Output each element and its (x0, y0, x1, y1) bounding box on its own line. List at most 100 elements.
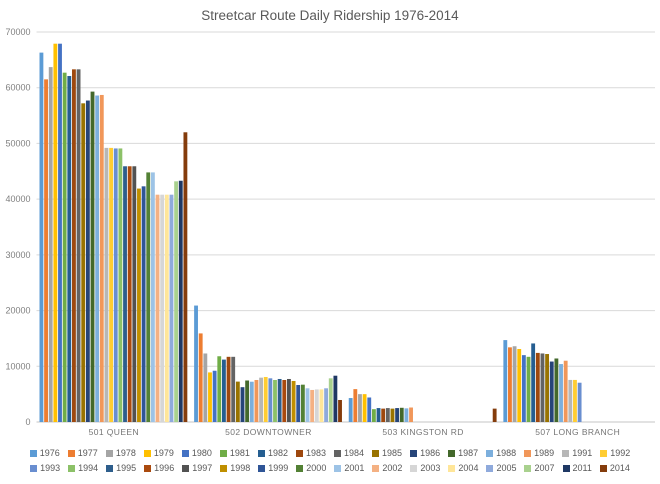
bar-503-kingston-rd-1986 (395, 408, 400, 422)
legend-item-1987: 1987 (448, 448, 478, 458)
legend-label: 1982 (267, 448, 288, 458)
legend-swatch-icon (410, 464, 418, 472)
legend-swatch-icon (296, 464, 304, 472)
bar-502-downtowner-1982 (221, 359, 226, 422)
bar-507-long-branch-1989 (563, 360, 568, 422)
bar-502-downtowner-1981 (217, 356, 222, 422)
legend-label: 1981 (229, 448, 250, 458)
legend-label: 1986 (420, 448, 441, 458)
bar-502-downtowner-2007 (328, 378, 333, 422)
legend-label: 2000 (306, 463, 327, 473)
legend-label: 1991 (572, 448, 593, 458)
legend-label: 2005 (496, 463, 517, 473)
bar-502-downtowner-1984 (231, 356, 236, 422)
category-label: 503 KINGSTON RD (382, 427, 463, 437)
bar-501-queen-1993 (113, 148, 118, 422)
bar-502-downtowner-2001 (305, 388, 310, 422)
bar-502-downtowner-2014 (338, 399, 342, 422)
bar-503-kingston-rd-1984 (385, 408, 390, 422)
y-tick-label: 50000 (5, 138, 30, 148)
legend-label: 1980 (191, 448, 212, 458)
bar-502-downtowner-1986 (240, 387, 245, 422)
legend-item-2002: 2002 (372, 463, 402, 473)
legend-swatch-icon (334, 464, 342, 472)
bar-502-downtowner-1995 (277, 378, 282, 422)
legend-item-1994: 1994 (68, 463, 98, 473)
bar-503-kingston-rd-1981 (371, 409, 376, 422)
legend-label: 1983 (305, 448, 326, 458)
bar-503-kingston-rd-1989 (409, 407, 413, 422)
bar-507-long-branch-1980 (521, 355, 526, 422)
bar-502-downtowner-1988 (249, 381, 254, 422)
legend-item-1984: 1984 (334, 448, 364, 458)
legend-swatch-icon (524, 464, 532, 472)
legend-label: 1977 (77, 448, 98, 458)
bar-503-kingston-rd-1983 (381, 408, 386, 422)
legend-label: 1979 (153, 448, 174, 458)
bar-503-kingston-rd-1988 (404, 408, 409, 422)
bar-501-queen-1979 (53, 43, 58, 422)
legend-label: 1989 (534, 448, 555, 458)
bar-503-kingston-rd-2014 (492, 408, 497, 422)
legend-item-1981: 1981 (219, 448, 250, 458)
bar-503-kingston-rd-1977 (353, 389, 358, 422)
legend-item-1992: 1992 (600, 448, 630, 458)
legend-item-1995: 1995 (106, 463, 136, 473)
bar-501-queen-1986 (85, 100, 90, 423)
bar-507-long-branch-1988 (559, 364, 563, 422)
bar-501-queen-2007 (174, 181, 179, 422)
legend-label: 1994 (78, 463, 99, 473)
bar-503-kingston-rd-1987 (399, 407, 404, 422)
legend-swatch-icon (562, 464, 570, 472)
legend-swatch-icon (562, 449, 570, 457)
legend-label: 1978 (115, 448, 136, 458)
legend-swatch-icon (372, 464, 380, 472)
bar-507-long-branch-1987 (554, 358, 559, 422)
bar-503-kingston-rd-1976 (348, 398, 353, 422)
legend-swatch-icon (486, 464, 494, 472)
bar-501-queen-2002 (155, 194, 160, 422)
bar-501-queen-1982 (67, 76, 72, 422)
legend-swatch-icon (182, 464, 190, 472)
legend-label: 1988 (496, 448, 517, 458)
legend-swatch-icon (106, 464, 114, 472)
bar-502-downtowner-2000 (300, 384, 305, 422)
y-tick-label: 70000 (5, 27, 30, 37)
legend-swatch-icon (257, 449, 265, 457)
legend-item-1989: 1989 (524, 448, 554, 458)
bar-501-queen-1995 (123, 166, 127, 422)
legend-item-1976: 1976 (29, 448, 60, 458)
legend-item-2005: 2005 (486, 463, 516, 473)
y-tick-label: 60000 (5, 83, 30, 93)
legend-swatch-icon (220, 464, 228, 472)
bar-502-downtowner-1985 (235, 381, 240, 422)
legend-swatch-icon (258, 464, 266, 472)
legend-swatch-icon (600, 449, 608, 457)
legend-label: 1995 (116, 463, 137, 473)
bar-502-downtowner-1999 (296, 385, 301, 422)
bar-501-queen-1981 (62, 72, 67, 423)
legend-item-2014: 2014 (599, 463, 630, 473)
legend-label: 2014 (609, 463, 630, 473)
legend-label: 2007 (534, 463, 555, 473)
bar-507-long-branch-1992 (573, 379, 577, 422)
bar-501-queen-1976 (39, 52, 44, 422)
bar-502-downtowner-1977 (198, 333, 203, 422)
legend-item-2000: 2000 (296, 463, 326, 473)
legend-item-2007: 2007 (524, 463, 555, 473)
bar-502-downtowner-1989 (254, 379, 259, 422)
bar-502-downtowner-1998 (291, 380, 296, 422)
legend-item-1986: 1986 (410, 448, 440, 458)
legend-swatch-icon (410, 449, 418, 457)
bar-502-downtowner-1983 (226, 356, 231, 422)
bar-501-queen-2000 (146, 172, 151, 422)
bar-501-queen-1994 (118, 148, 123, 422)
legend-swatch-icon (105, 449, 113, 457)
legend-label: 1998 (230, 463, 251, 473)
legend-swatch-icon (143, 449, 151, 457)
legend-item-1980: 1980 (181, 448, 212, 458)
legend-item-1999: 1999 (258, 463, 288, 473)
y-tick-label: 20000 (5, 306, 30, 316)
